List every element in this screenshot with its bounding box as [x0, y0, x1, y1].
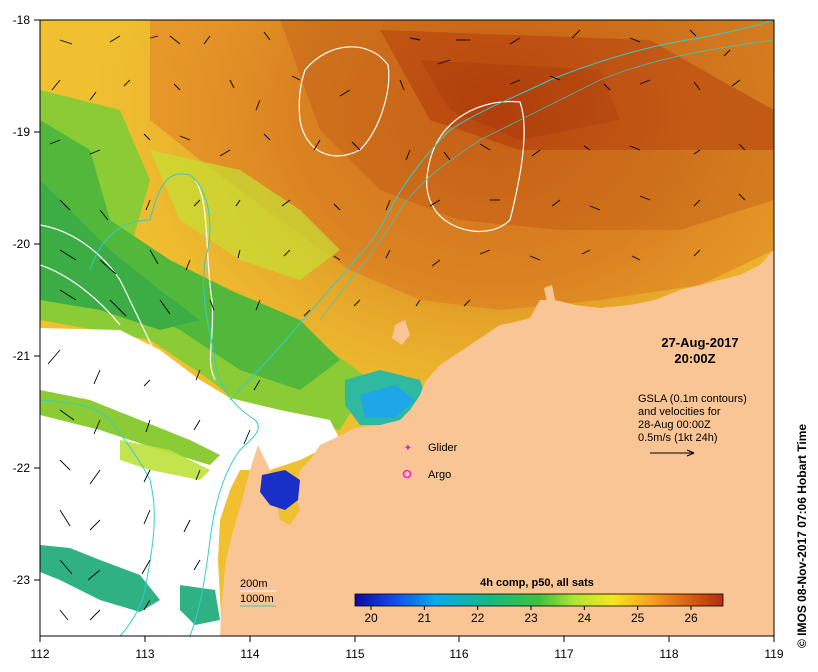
isobath-200-label: 200m	[240, 578, 268, 590]
glider-marker: ✦	[404, 443, 412, 454]
gsla-note-line-2: and velocities for	[638, 406, 721, 418]
argo-marker	[402, 469, 412, 479]
x-tick-label: 116	[449, 647, 468, 661]
gsla-note-line-3: 28-Aug 00:00Z	[638, 419, 711, 431]
y-tick-label: -20	[13, 237, 31, 251]
x-tick-label: 115	[345, 647, 364, 661]
colorbar-tick-label: 25	[631, 611, 645, 625]
plot-frame	[39, 19, 775, 637]
colorbar-tick-label: 20	[364, 611, 378, 625]
x-tick-label: 119	[764, 647, 783, 661]
x-tick-label: 113	[135, 647, 154, 661]
y-tick-labels: -18 -19 -20 -21 -22 -23	[13, 13, 31, 587]
glider-label: Glider	[428, 442, 458, 454]
velocity-arrows	[47, 29, 746, 621]
gsla-note-line-4: 0.5m/s (1kt 24h)	[638, 432, 717, 444]
colorbar-tick-label: 22	[471, 611, 485, 625]
x-tick-label: 117	[554, 647, 573, 661]
isobath-legend: 200m 1000m	[240, 578, 276, 607]
map-date: 27-Aug-2017	[661, 335, 738, 350]
colorbar-title: 4h comp, p50, all sats	[480, 577, 594, 589]
x-tick-label: 112	[30, 647, 49, 661]
sst-field	[40, 20, 774, 636]
y-tick-label: -19	[13, 125, 31, 139]
x-tick-label: 118	[659, 647, 678, 661]
x-tick-label: 114	[240, 647, 259, 661]
isobaths	[40, 20, 774, 636]
axis-ticks	[34, 19, 775, 642]
colorbar-ticks: 20 21 22 23 24 25 26	[364, 606, 698, 625]
y-tick-label: -22	[13, 461, 31, 475]
map-time: 20:00Z	[674, 351, 715, 366]
colorbar-tick-label: 24	[578, 611, 592, 625]
scale-arrow	[650, 449, 695, 457]
colorbar-tick-label: 21	[418, 611, 432, 625]
colorbar: 4h comp, p50, all sats 20 21 22 23 24 25 26	[354, 577, 724, 625]
y-tick-label: -21	[13, 349, 31, 363]
argo-label: Argo	[428, 469, 451, 481]
svg-text:✦: ✦	[404, 443, 412, 454]
x-tick-labels: 112 113 114 115 116 117 118 119	[30, 647, 783, 661]
colorbar-gradient	[354, 593, 724, 607]
gsla-contours	[40, 46, 525, 381]
colorbar-tick-label: 23	[524, 611, 538, 625]
y-tick-label: -23	[13, 573, 31, 587]
colorbar-tick-label: 26	[684, 611, 698, 625]
y-tick-label: -18	[13, 13, 31, 27]
isobath-1000-label: 1000m	[240, 593, 274, 605]
credit-text: © IMOS 08-Nov-2017 07:06 Hobart Time	[795, 424, 809, 648]
gsla-note-line-1: GSLA (0.1m contours)	[638, 393, 747, 405]
